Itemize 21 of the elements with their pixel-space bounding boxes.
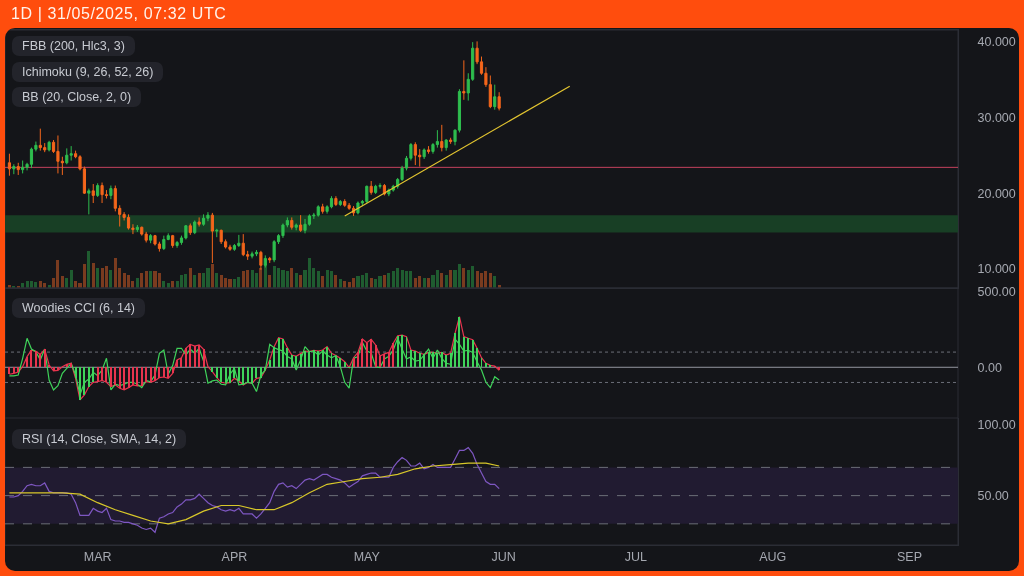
annotation: FBB (200, Hlc3, 3) <box>12 36 135 56</box>
x-tick-label: MAY <box>353 550 381 564</box>
y-tick-label: 40.000 <box>977 34 1016 49</box>
annotation: BB (20, Close, 2, 0) <box>12 87 142 107</box>
annotation: Woodies CCI (6, 14) <box>12 298 146 318</box>
y-tick-label: 10.000 <box>977 262 1016 277</box>
annotation: RSI (14, Close, SMA, 14, 2) <box>12 429 187 449</box>
y-tick-label: 20.000 <box>977 186 1016 201</box>
annotation: Ichimoku (9, 26, 52, 26) <box>12 61 164 82</box>
x-tick-label: JUL <box>624 550 648 564</box>
y-tick-label: 50.00 <box>977 488 1009 503</box>
x-tick-label: APR <box>221 550 248 564</box>
chart-title: 1D | 31/05/2025, 07:32 UTC <box>11 4 227 24</box>
y-tick-label: 0.00 <box>977 360 1002 375</box>
x-tick-label: AUG <box>759 550 787 564</box>
x-tick-label: MAR <box>83 550 112 564</box>
x-tick-label: SEP <box>896 550 922 564</box>
y-tick-label: 500.00 <box>977 284 1016 299</box>
y-tick-label: 100.00 <box>977 418 1016 433</box>
y-tick-label: 30.000 <box>977 110 1016 125</box>
x-tick-label: JUN <box>491 550 516 564</box>
